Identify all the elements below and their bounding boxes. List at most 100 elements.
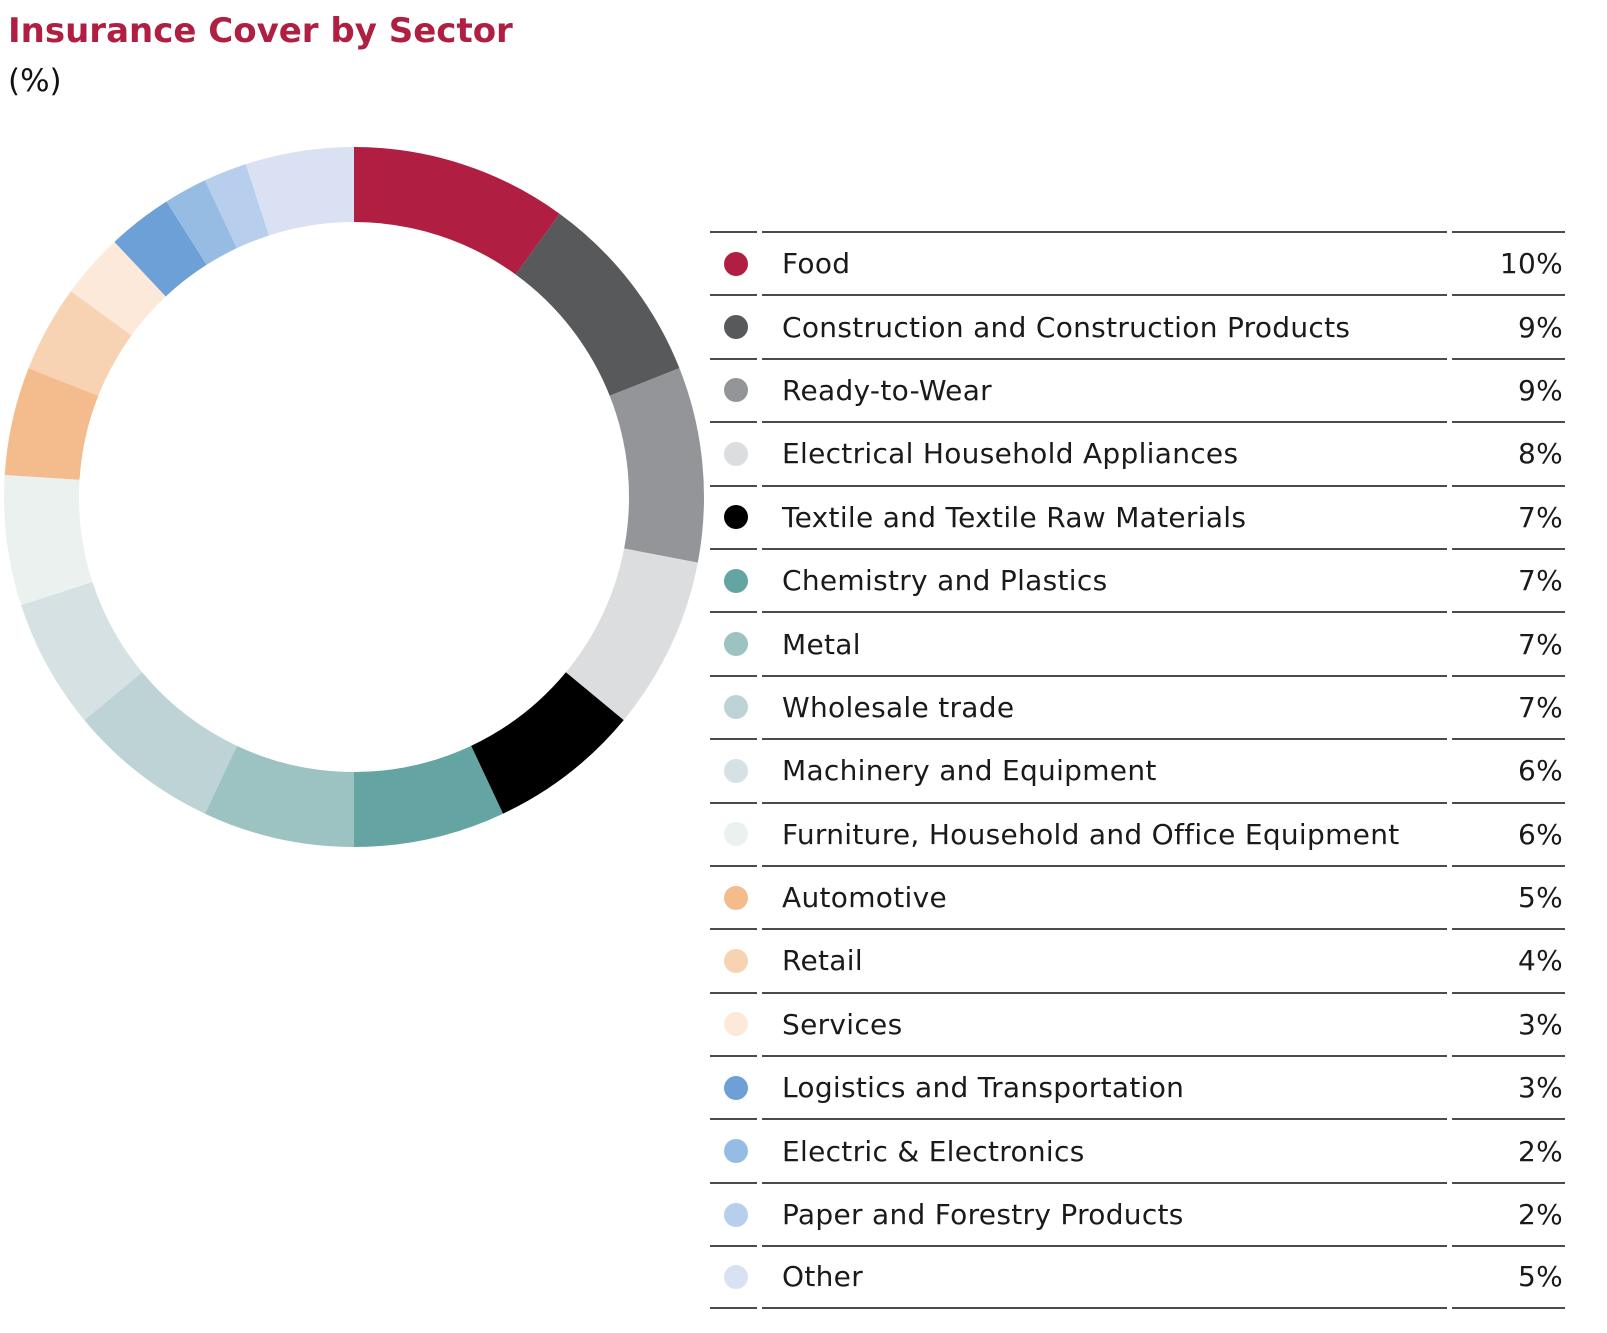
chemistry-and-plastics-color-dot-icon: [724, 568, 748, 593]
legend-dot-cell: [710, 928, 757, 991]
legend-row-electric-electronics: Electric & Electronics 2%: [710, 1118, 1565, 1181]
legend-dot-cell: [710, 1055, 757, 1118]
legend-label: Automotive: [762, 864, 1447, 928]
legend-label: Textile and Textile Raw Materials: [762, 484, 1447, 548]
machinery-and-equipment-color-dot-icon: [724, 758, 748, 783]
legend-dot-cell: [710, 738, 757, 801]
services-color-dot-icon: [724, 1012, 748, 1037]
legend-value: 2%: [1452, 1118, 1565, 1181]
wholesale-trade-color-dot-icon: [724, 695, 748, 720]
legend-value: 5%: [1452, 1245, 1565, 1309]
legend-value: 3%: [1452, 1055, 1565, 1118]
chart-unit-label: (%): [8, 63, 62, 100]
donut-slice-services: [70, 241, 166, 336]
donut-slice-chemistry-and-plastics: [354, 745, 504, 847]
legend-label: Metal: [762, 611, 1447, 674]
legend-label: Chemistry and Plastics: [762, 547, 1447, 611]
legend-dot-cell: [710, 421, 757, 484]
donut-slice-wholesale-trade: [84, 672, 237, 814]
logistics-and-transportation-color-dot-icon: [724, 1075, 748, 1100]
chart-header: Insurance Cover by Sector (%): [8, 11, 513, 100]
donut-slice-electric-electronics: [166, 180, 237, 265]
legend-value: 5%: [1452, 864, 1565, 928]
legend-row-automotive: Automotive 5%: [710, 864, 1565, 928]
legend-dot-cell: [710, 1245, 757, 1309]
chart-title: Insurance Cover by Sector: [8, 11, 513, 51]
electric-electronics-color-dot-icon: [724, 1139, 748, 1164]
legend-label: Furniture, Household and Office Equipmen…: [762, 801, 1447, 865]
metal-color-dot-icon: [724, 632, 748, 657]
legend-row-machinery-and-equipment: Machinery and Equipment 6%: [710, 738, 1565, 801]
textile-and-textile-raw-materials-color-dot-icon: [724, 505, 748, 530]
donut-slice-other: [245, 147, 354, 236]
donut-slice-machinery-and-equipment: [21, 581, 143, 721]
legend-dot-cell: [710, 611, 757, 674]
electrical-household-appliances-color-dot-icon: [724, 441, 748, 466]
legend-dot-cell: [710, 547, 757, 611]
legend-row-ready-to-wear: Ready-to-Wear 9%: [710, 357, 1565, 421]
legend-value: 6%: [1452, 801, 1565, 865]
legend-label: Machinery and Equipment: [762, 738, 1447, 801]
legend-value: 4%: [1452, 928, 1565, 991]
legend-label: Paper and Forestry Products: [762, 1181, 1447, 1245]
donut-slice-logistics-and-transportation: [114, 201, 207, 297]
legend-row-construction-and-construction-products: Construction and Construction Products 9%: [710, 294, 1565, 357]
legend-label: Electrical Household Appliances: [762, 421, 1447, 484]
legend-dot-cell: [710, 294, 757, 357]
donut-slice-ready-to-wear: [609, 368, 704, 563]
donut-slice-electrical-household-appliances: [565, 548, 698, 721]
legend-row-furniture-household-and-office-equipment: Furniture, Household and Office Equipmen…: [710, 801, 1565, 865]
legend-dot-cell: [710, 1181, 757, 1245]
donut-slice-retail: [28, 291, 132, 396]
legend-label: Electric & Electronics: [762, 1118, 1447, 1181]
construction-and-construction-products-color-dot-icon: [724, 315, 748, 340]
legend-label: Construction and Construction Products: [762, 294, 1447, 357]
legend-row-retail: Retail 4%: [710, 928, 1565, 991]
donut-slice-paper-and-forestry-products: [204, 164, 270, 249]
legend-dot-cell: [710, 231, 757, 294]
donut-slice-metal: [204, 745, 354, 847]
legend-label: Services: [762, 991, 1447, 1055]
legend-row-wholesale-trade: Wholesale trade 7%: [710, 674, 1565, 738]
donut-slice-furniture-household-and-office-equipment: [3, 475, 93, 606]
legend-label: Other: [762, 1245, 1447, 1309]
food-color-dot-icon: [724, 251, 748, 276]
legend-dot-cell: [710, 864, 757, 928]
legend-label: Food: [762, 231, 1447, 294]
automotive-color-dot-icon: [724, 885, 748, 910]
legend-dot-cell: [710, 1118, 757, 1181]
legend-table: Food 10% Construction and Construction Pro…: [710, 231, 1565, 1309]
donut-slice-food: [354, 147, 560, 275]
legend-dot-cell: [710, 674, 757, 738]
legend-value: 3%: [1452, 991, 1565, 1055]
paper-and-forestry-products-color-dot-icon: [724, 1202, 748, 1227]
legend-label: Logistics and Transportation: [762, 1055, 1447, 1118]
legend-row-chemistry-and-plastics: Chemistry and Plastics 7%: [710, 547, 1565, 611]
legend-value: 7%: [1452, 484, 1565, 548]
legend-row-textile-and-textile-raw-materials: Textile and Textile Raw Materials 7%: [710, 484, 1565, 548]
legend-value: 7%: [1452, 611, 1565, 674]
furniture-household-and-office-equipment-color-dot-icon: [724, 822, 748, 847]
legend-dot-cell: [710, 801, 757, 865]
legend-value: 7%: [1452, 547, 1565, 611]
legend-row-services: Services 3%: [710, 991, 1565, 1055]
legend-dot-cell: [710, 991, 757, 1055]
legend-value: 9%: [1452, 294, 1565, 357]
legend-row-electrical-household-appliances: Electrical Household Appliances 8%: [710, 421, 1565, 484]
ready-to-wear-color-dot-icon: [724, 378, 748, 403]
legend-row-metal: Metal 7%: [710, 611, 1565, 674]
legend-value: 7%: [1452, 674, 1565, 738]
legend-value: 8%: [1452, 421, 1565, 484]
legend-value: 2%: [1452, 1181, 1565, 1245]
donut-slice-automotive: [4, 368, 99, 480]
legend-label: Ready-to-Wear: [762, 357, 1447, 421]
donut-slice-construction-and-construction-products: [515, 213, 680, 396]
legend-row-food: Food 10%: [710, 231, 1565, 294]
legend-dot-cell: [710, 484, 757, 548]
legend-label: Wholesale trade: [762, 674, 1447, 738]
donut-slice-textile-and-textile-raw-materials: [471, 672, 624, 814]
legend-row-paper-and-forestry-products: Paper and Forestry Products 2%: [710, 1181, 1565, 1245]
legend-value: 10%: [1452, 231, 1565, 294]
other-color-dot-icon: [724, 1264, 748, 1289]
legend-row-other: Other 5%: [710, 1245, 1565, 1309]
